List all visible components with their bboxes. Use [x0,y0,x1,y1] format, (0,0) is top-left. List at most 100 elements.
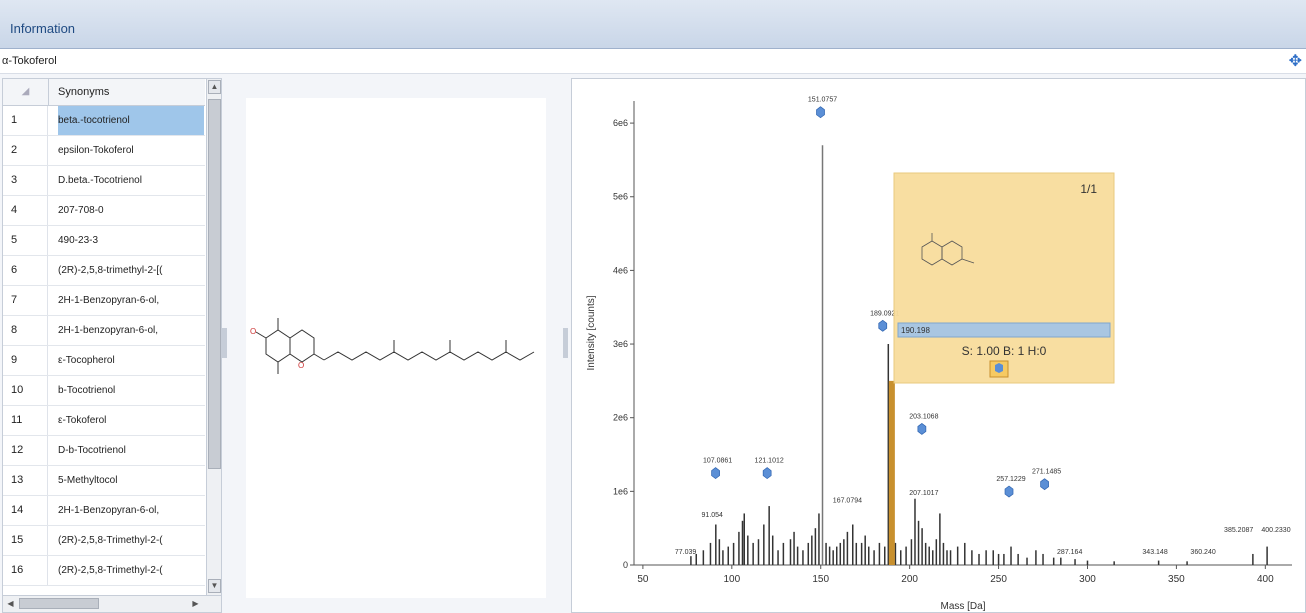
peak-annotation: 257.1229 [996,476,1025,483]
synonym-cell[interactable]: 2H-1-benzopyran-6-ol, [58,325,159,336]
scroll-left-arrow[interactable]: ◀ [7,599,14,608]
row-number: 4 [3,196,48,225]
y-axis-label: Intensity [counts] [586,295,597,370]
y-tick-label: 0 [623,560,628,570]
table-row[interactable]: 8 2H-1-benzopyran-6-ol, [3,316,205,346]
peak-annotation: 203.1068 [909,413,938,420]
table-row[interactable]: 2 epsilon-Tokoferol [3,136,205,166]
table-row[interactable]: 11 ε-Tokoferol [3,406,205,436]
table-row[interactable]: 15 (2R)-2,5,8-Trimethyl-2-( [3,526,205,556]
table-row[interactable]: 4 207-708-0 [3,196,205,226]
row-number: 15 [3,526,48,555]
synonym-cell[interactable]: epsilon-Tokoferol [58,145,134,156]
svg-text:O: O [250,327,256,336]
x-tick-label: 150 [812,574,829,585]
fragment-structure-icon[interactable] [1004,485,1014,498]
table-row[interactable]: 5 490-23-3 [3,226,205,256]
select-all-corner[interactable]: ◢ [3,79,49,105]
synonym-cell[interactable]: 2H-1-Benzopyran-6-ol, [58,505,160,516]
row-number: 3 [3,166,48,195]
synonym-cell[interactable]: 490-23-3 [58,235,99,246]
splitter-right[interactable] [563,328,568,358]
tooltip-formula-text: 190.198 [901,326,930,335]
fragment-structure-icon[interactable] [816,106,825,119]
y-tick-label: 4e6 [613,265,628,275]
scroll-right-arrow[interactable]: ▶ [192,599,199,608]
move-icon[interactable]: ✥ [1288,53,1302,70]
synonym-cell[interactable]: beta.-tocotrienol [58,106,204,135]
scroll-down-arrow[interactable]: ▼ [208,579,221,593]
compound-bar: α-Tokoferol ✥ [0,49,1306,74]
fragment-structure-icon[interactable] [878,319,888,332]
table-row[interactable]: 6 (2R)-2,5,8-trimethyl-2-[( [3,256,205,286]
svg-text:O: O [298,361,304,370]
mass-spectrum-chart[interactable]: 50 100 150 200 250 300 350 400 0 1e6 2e6 3e6 4e6 5e6 6… [572,79,1305,612]
fragment-structure-icon[interactable] [1040,478,1049,491]
table-row[interactable]: 13 5-Methyltocol [3,466,205,496]
peak-annotation: 91.054 [702,512,724,519]
compound-name: α-Tokoferol [2,55,57,67]
x-tick-label: 200 [901,574,918,585]
tooltip-structure [921,233,975,266]
vertical-scrollbar[interactable]: ▲ ▼ [206,79,221,595]
row-number: 6 [3,256,48,285]
structure-viewer: O O [246,98,546,598]
tooltip-page-indicator: 1/1 [1080,182,1097,196]
row-number: 12 [3,436,48,465]
y-tick-label: 2e6 [613,413,628,423]
tooltip-fragment-icon[interactable] [989,360,1009,378]
column-header-synonyms[interactable]: Synonyms [58,86,110,98]
x-tick-label: 300 [1079,574,1096,585]
synonym-cell[interactable]: (2R)-2,5,8-Trimethyl-2-( [58,535,163,546]
peak-annotation: 107.0861 [703,458,732,465]
peak-annotation: 287.164 [1057,549,1082,556]
x-tick-label: 350 [1168,574,1185,585]
table-row[interactable]: 9 ε-Tocopherol [3,346,205,376]
row-number: 10 [3,376,48,405]
x-tick-label: 250 [990,574,1007,585]
panel-title: Information [10,21,76,36]
y-tick-label: 6e6 [613,118,628,128]
row-number: 1 [3,106,48,135]
synonym-cell[interactable]: D-b-Tocotrienol [58,445,126,456]
row-number: 14 [3,496,48,525]
table-row[interactable]: 16 (2R)-2,5,8-Trimethyl-2-( [3,556,205,586]
synonym-cell[interactable]: ε-Tokoferol [58,415,107,426]
fragment-structure-icon[interactable] [917,422,927,435]
synonym-cell[interactable]: (2R)-2,5,8-trimethyl-2-[( [58,265,163,276]
table-row[interactable]: 12 D-b-Tocotrienol [3,436,205,466]
row-number: 7 [3,286,48,315]
synonym-cell[interactable]: (2R)-2,5,8-Trimethyl-2-( [58,565,163,576]
scroll-up-arrow[interactable]: ▲ [208,80,221,94]
peak-annotation: 77.039 [675,549,697,556]
fragment-structure-icon[interactable] [711,467,720,480]
table-row[interactable]: 14 2H-1-Benzopyran-6-ol, [3,496,205,526]
mass-spectrum-panel: 50 100 150 200 250 300 350 400 0 1e6 2e6 3e6 4e6 5e6 6… [571,78,1306,613]
synonym-cell[interactable]: ε-Tocopherol [58,355,115,366]
synonym-cell[interactable]: 5-Methyltocol [58,475,118,486]
scrollbar-thumb[interactable] [208,99,221,469]
table-row[interactable]: 1 beta.-tocotrienol [3,106,205,136]
table-row[interactable]: 7 2H-1-Benzopyran-6-ol, [3,286,205,316]
table-row[interactable]: 3 D.beta.-Tocotrienol [3,166,205,196]
peak-annotation: 385.2087 [1224,527,1253,534]
fragment-tooltip [893,172,1115,384]
synonym-cell[interactable]: 2H-1-Benzopyran-6-ol, [58,295,160,306]
synonym-cell[interactable]: D.beta.-Tocotrienol [58,175,142,186]
splitter-left[interactable] [222,328,227,358]
peak-annotation: 271.1485 [1032,469,1061,476]
fragment-structure-icon[interactable] [762,467,772,480]
peak-annotation: 343.148 [1142,549,1167,556]
x-tick-label: 400 [1257,574,1274,585]
table-row[interactable]: 10 b-Tocotrienol [3,376,205,406]
tooltip-formula-bar [897,322,1111,338]
peak-annotation: 400.2330 [1261,527,1290,534]
x-tick-label: 100 [723,574,740,585]
hscrollbar-thumb[interactable] [19,598,99,609]
horizontal-scrollbar[interactable]: ◀ ▶ [3,595,221,612]
tooltip-score: S: 1.00 B: 1 H:0 [962,344,1047,358]
synonym-cell[interactable]: b-Tocotrienol [58,385,116,396]
peak-annotation: 189.0921 [870,310,899,317]
synonym-cell[interactable]: 207-708-0 [58,205,104,216]
y-tick-label: 5e6 [613,192,628,202]
